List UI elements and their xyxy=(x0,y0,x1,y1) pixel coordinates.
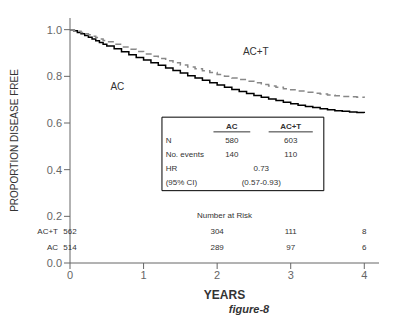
svg-text:0.4: 0.4 xyxy=(47,164,62,176)
svg-text:AC+T: AC+T xyxy=(243,46,269,57)
svg-text:6: 6 xyxy=(362,243,367,252)
svg-text:AC: AC xyxy=(226,122,238,131)
svg-text:514: 514 xyxy=(63,243,77,252)
svg-text:2: 2 xyxy=(214,269,220,281)
svg-text:0.8: 0.8 xyxy=(47,70,62,82)
svg-text:AC+T: AC+T xyxy=(37,227,58,236)
svg-text:97: 97 xyxy=(286,243,295,252)
svg-text:No. events: No. events xyxy=(166,150,204,159)
svg-text:0.0: 0.0 xyxy=(47,257,62,269)
svg-text:289: 289 xyxy=(210,243,224,252)
svg-text:0: 0 xyxy=(67,269,73,281)
svg-text:YEARS: YEARS xyxy=(204,288,245,302)
svg-text:(0.57-0.93): (0.57-0.93) xyxy=(242,178,281,187)
svg-text:PROPORTION DISEASE FREE: PROPORTION DISEASE FREE xyxy=(9,69,20,212)
svg-text:3: 3 xyxy=(288,269,294,281)
svg-text:N: N xyxy=(166,136,172,145)
svg-text:AC+T: AC+T xyxy=(280,122,301,131)
svg-text:580: 580 xyxy=(225,136,239,145)
svg-text:4: 4 xyxy=(361,269,367,281)
svg-text:562: 562 xyxy=(63,227,77,236)
svg-text:AC: AC xyxy=(110,81,124,92)
svg-text:1: 1 xyxy=(141,269,147,281)
svg-text:AC: AC xyxy=(47,243,58,252)
svg-text:140: 140 xyxy=(225,150,239,159)
svg-text:1.0: 1.0 xyxy=(47,24,62,36)
svg-text:304: 304 xyxy=(210,227,224,236)
svg-text:8: 8 xyxy=(362,227,367,236)
svg-text:0.2: 0.2 xyxy=(47,210,62,222)
svg-text:603: 603 xyxy=(284,136,298,145)
svg-text:HR: HR xyxy=(166,164,178,173)
svg-text:0.6: 0.6 xyxy=(47,117,62,129)
svg-text:110: 110 xyxy=(284,150,297,159)
svg-text:111: 111 xyxy=(285,227,298,236)
svg-text:(95% CI): (95% CI) xyxy=(166,178,198,187)
svg-text:Number at Risk: Number at Risk xyxy=(197,211,253,220)
svg-text:0.73: 0.73 xyxy=(253,164,269,173)
html-text:figure-8: figure-8 xyxy=(228,303,270,315)
